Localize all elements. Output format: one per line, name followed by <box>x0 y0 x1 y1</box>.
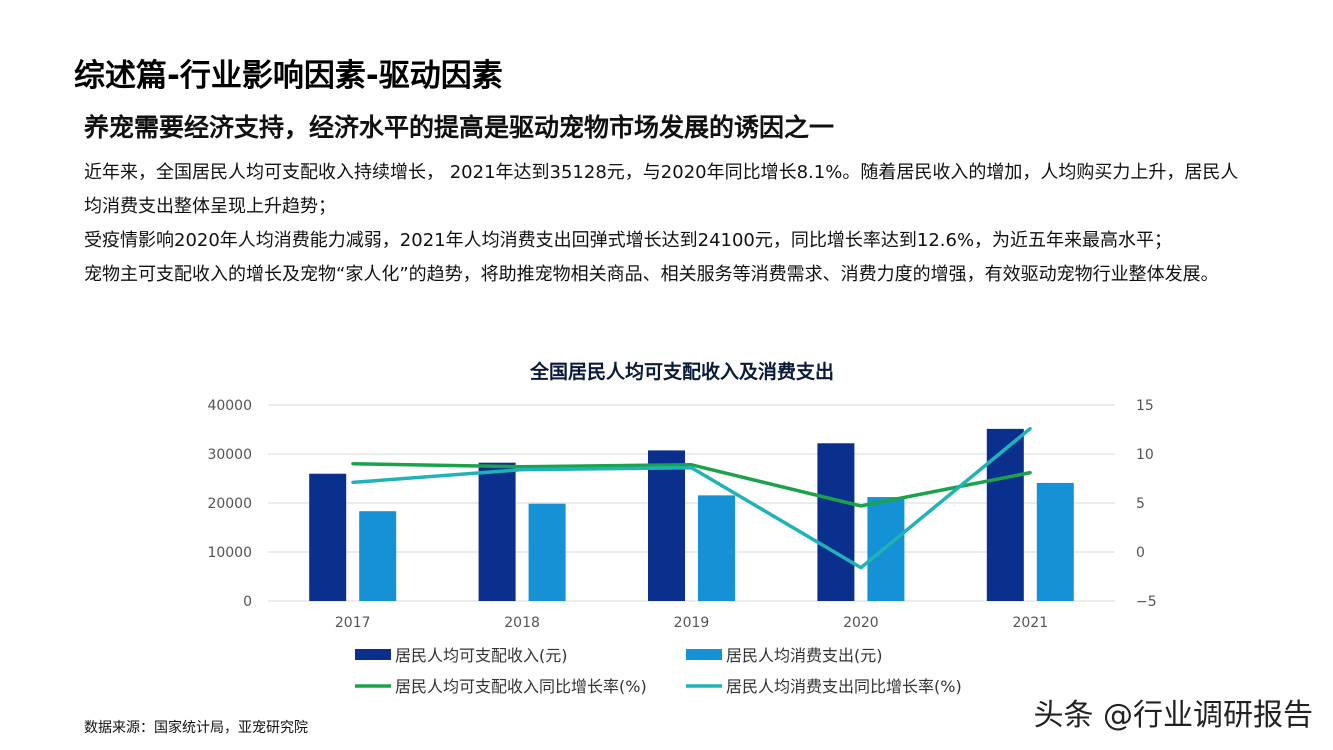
spend-growth-point <box>351 480 355 484</box>
y-right-tick-label: 15 <box>1136 398 1154 414</box>
spend-growth-line <box>352 427 1032 570</box>
income-growth-point <box>351 462 355 466</box>
y-right-tick-label: 0 <box>1136 545 1145 561</box>
income-growth-point <box>1028 471 1032 475</box>
watermark: 头条 @行业调研报告 <box>1033 698 1313 733</box>
legend-label: 居民人均消费支出同比增长率(%) <box>726 677 962 696</box>
y-right-tick-label: 10 <box>1136 447 1154 463</box>
x-tick-label: 2021 <box>1012 615 1048 631</box>
y-left-tick-label: 20000 <box>207 496 252 512</box>
income-bar <box>817 443 855 601</box>
legend-label: 居民人均消费支出(元) <box>726 646 883 665</box>
income-bar <box>648 450 685 601</box>
income-consumption-chart: 全国居民人均可支配收入及消费支出 40000 30000 20000 10000 0 15 1… <box>207 360 1157 696</box>
spend-growth-point <box>1028 427 1032 431</box>
spend-growth-point <box>859 566 863 570</box>
paragraph-consumption: 受疫情影响2020年人均消费能力减弱，2021年人均消费支出回弹式增长达到241… <box>84 230 1173 251</box>
page-subtitle: 养宠需要经济支持，经济水平的提高是驱动宠物市场发展的诱因之一 <box>84 113 835 142</box>
income-bar <box>309 473 347 601</box>
chart-title: 全国居民人均可支配收入及消费支出 <box>529 360 834 383</box>
income-growth-point <box>520 465 524 469</box>
legend-swatch <box>686 649 722 660</box>
spend-bar <box>1036 482 1074 601</box>
spend-bar <box>528 503 566 601</box>
income-bar <box>478 462 516 601</box>
data-source: 数据来源：国家统计局，亚宠研究院 <box>84 720 308 736</box>
x-tick-label: 2018 <box>504 615 540 631</box>
legend-label: 居民人均可支配收入(元) <box>395 646 568 665</box>
income-growth-point <box>859 504 863 508</box>
chart-container: 全国居民人均可支配收入及消费支出 40000 30000 20000 10000 0 15 1… <box>0 350 1333 710</box>
body-text: 近年来，全国居民人均可支配收入持续增长， 2021年达到35128元，与2020… <box>84 156 1254 292</box>
y-left-tick-label: 30000 <box>207 447 252 463</box>
paragraph-pet: 宠物主可支配收入的增长及宠物“家人化”的趋势，将助推宠物相关商品、相关服务等消费… <box>84 264 1219 285</box>
y-left-tick-label: 0 <box>243 594 252 610</box>
x-tick-label: 2020 <box>843 615 879 631</box>
page-title: 综述篇-行业影响因素-驱动因素 <box>74 58 503 94</box>
legend-label: 居民人均可支配收入同比增长率(%) <box>395 677 647 696</box>
paragraph-income: 近年来，全国居民人均可支配收入持续增长， 2021年达到35128元，与2020… <box>84 162 1239 217</box>
income-growth-point <box>690 463 693 467</box>
y-left-tick-label: 40000 <box>207 398 252 414</box>
x-tick-label: 2019 <box>674 615 710 631</box>
spend-bar <box>698 495 735 601</box>
legend-swatch <box>355 649 391 660</box>
y-left-tick-label: 10000 <box>207 545 252 561</box>
y-right-tick-label: −5 <box>1136 594 1157 610</box>
x-tick-label: 2017 <box>335 615 371 631</box>
spend-growth-point <box>520 468 524 472</box>
y-right-tick-label: 5 <box>1136 496 1145 512</box>
income-bar <box>986 428 1024 601</box>
spend-bar <box>359 511 397 601</box>
spend-growth-point <box>690 466 693 470</box>
income-growth-line <box>352 462 1031 508</box>
